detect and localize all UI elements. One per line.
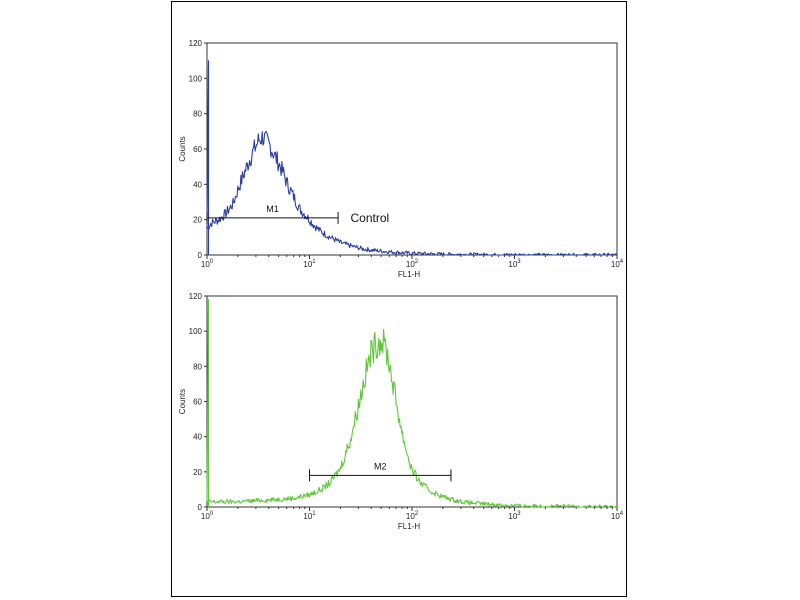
plot-area: [206, 42, 618, 256]
gate-label: M2: [374, 461, 387, 471]
x-axis-title: FL1-H: [398, 522, 420, 531]
histogram-panel-1: 0 20 40 60 80 100 120 100 101 102 103 104 FL1-H Count…: [178, 39, 624, 279]
y-tick-label: 100: [189, 74, 203, 83]
histogram-trace: [206, 60, 618, 256]
x-tick-label: 100: [201, 511, 214, 521]
x-tick-label: 102: [406, 259, 419, 269]
y-tick-label: 20: [193, 216, 202, 225]
y-tick-label: 40: [193, 433, 202, 442]
x-tick-label: 104: [611, 259, 624, 269]
y-tick-label: 0: [198, 251, 203, 260]
y-tick-label: 60: [193, 398, 202, 407]
y-tick-label: 80: [193, 362, 202, 371]
x-tick-label: 102: [406, 511, 419, 521]
x-tick-label: 104: [611, 511, 624, 521]
figure-frame: [171, 1, 627, 597]
x-axis-title: FL1-H: [398, 270, 420, 279]
histogram-trace: [206, 298, 617, 508]
x-tick-label: 103: [508, 511, 521, 521]
y-axis-title: Counts: [178, 389, 187, 414]
y-tick-label: 100: [189, 327, 203, 336]
histogram-panel-2: 0 20 40 60 80 100 120 100 101 102 103 104 FL1-H Count…: [178, 292, 624, 531]
y-tick-label: 0: [198, 503, 203, 512]
y-tick-label: 80: [193, 110, 202, 119]
x-tick-label: 100: [201, 259, 214, 269]
y-tick-label: 60: [193, 145, 202, 154]
control-annotation: Control: [351, 211, 390, 225]
x-tick-label: 101: [303, 259, 316, 269]
y-axis-title: Counts: [178, 136, 187, 161]
x-tick-label: 103: [508, 259, 521, 269]
y-tick-label: 40: [193, 180, 202, 189]
gate-label: M1: [266, 204, 279, 214]
y-tick-label: 120: [189, 292, 203, 301]
x-tick-label: 101: [303, 511, 316, 521]
y-tick-label: 20: [193, 468, 202, 477]
y-tick-label: 120: [189, 39, 203, 48]
